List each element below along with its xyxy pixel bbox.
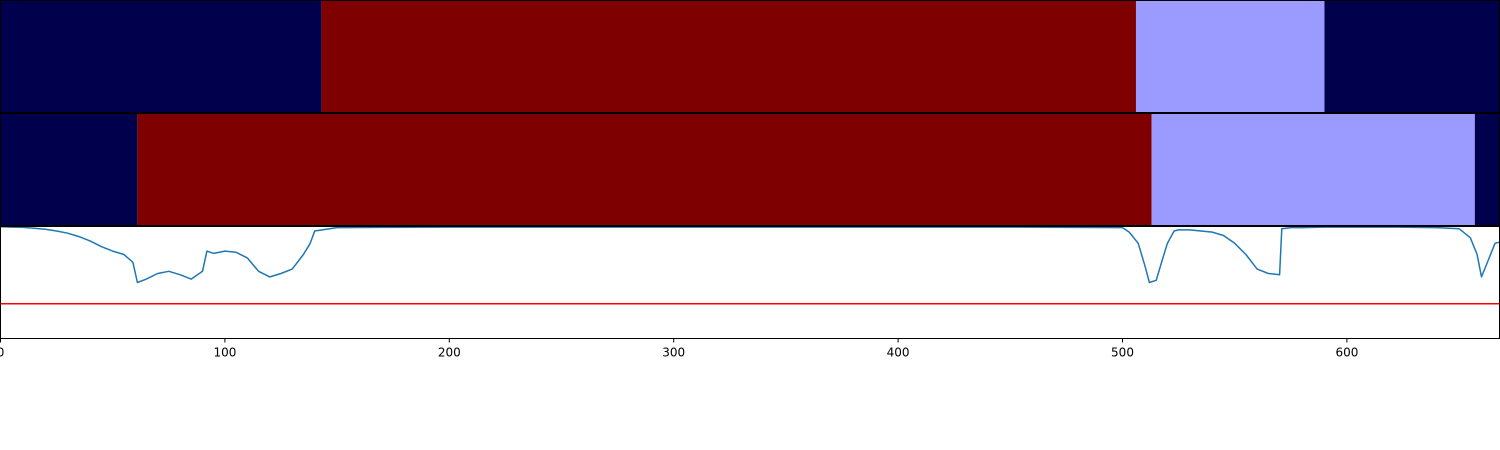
segment-3 [1135, 0, 1325, 113]
x-tick-label: 300 [662, 346, 685, 360]
x-tick-label: 500 [1111, 346, 1134, 360]
line-plot-frame [0, 226, 1500, 339]
x-tick-label: 400 [887, 346, 910, 360]
segment-2 [321, 0, 1136, 113]
segment-4 [1474, 113, 1500, 226]
segment-bar-middle [0, 113, 1500, 226]
line-plot-area [0, 226, 1500, 305]
x-tick-label: 200 [438, 346, 461, 360]
segment-2 [137, 113, 1152, 226]
x-tick-label: 0 [0, 346, 4, 360]
segment-1 [0, 0, 322, 113]
segment-3 [1151, 113, 1475, 226]
x-tick-label: 100 [213, 346, 236, 360]
segment-bar-top [0, 0, 1500, 113]
segment-1 [0, 113, 138, 226]
x-axis: 0 100 200 300 400 500 600 [0, 338, 1358, 360]
x-tick-label: 600 [1335, 346, 1358, 360]
segment-4 [1324, 0, 1500, 113]
series-line-1 [0, 226, 1500, 284]
